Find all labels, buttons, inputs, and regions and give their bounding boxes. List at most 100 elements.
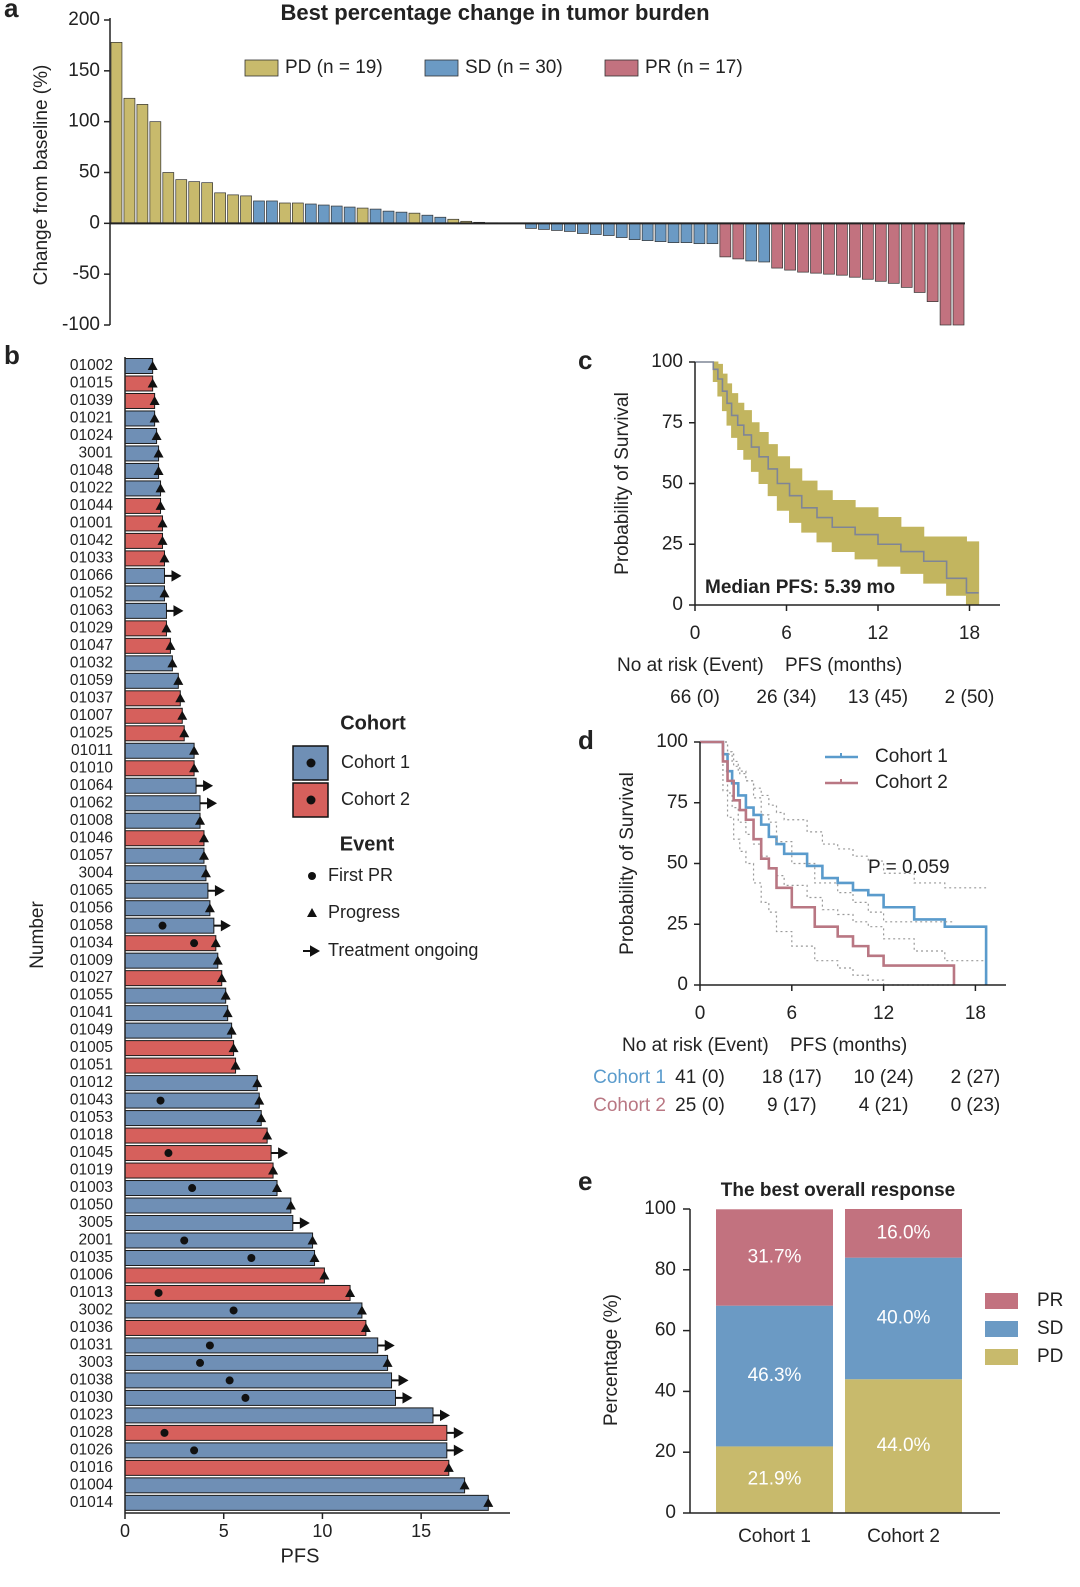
bar: [654, 222, 667, 242]
ongoing-arrow: [200, 797, 218, 809]
bar: [874, 222, 887, 282]
bar: [124, 1127, 268, 1144]
legend-label: PD (n = 19): [285, 57, 383, 78]
risk-row-label: Cohort 2: [593, 1095, 666, 1116]
bar: [123, 97, 136, 224]
legend-title: Event: [340, 833, 395, 855]
progress-marker: [222, 1008, 233, 1018]
y-tick-label: 01034: [70, 934, 113, 951]
y-tick-label: -50: [73, 263, 100, 284]
bar: [887, 222, 900, 284]
bar: [188, 181, 201, 224]
legend-label: Cohort 1: [875, 746, 948, 767]
y-tick-label: 01053: [70, 1109, 113, 1126]
y-tick-label: 01052: [70, 584, 113, 601]
bar: [706, 222, 719, 245]
bar: [124, 812, 201, 829]
x-axis-label: PFS (months): [790, 1035, 907, 1056]
y-tick-label: 25: [667, 913, 688, 934]
progress-marker: [149, 395, 160, 405]
legend-label: SD: [1037, 1318, 1063, 1339]
x-tick-label: 18: [959, 623, 980, 644]
bar: [124, 882, 209, 899]
bar: [124, 655, 173, 672]
progress-marker: [147, 378, 158, 388]
ongoing-arrow: [213, 919, 231, 932]
y-tick-label: 01037: [70, 689, 113, 706]
bar: [615, 222, 628, 238]
bar: [240, 195, 252, 224]
bar: [900, 222, 913, 288]
risk-value: 25 (0): [675, 1095, 725, 1116]
bar-segment: [845, 1379, 962, 1513]
panel-letter: c: [578, 345, 592, 375]
y-tick-label: 2001: [79, 1232, 113, 1249]
progress-marker: [151, 430, 162, 440]
y-tick-label: 3004: [79, 864, 114, 881]
y-tick-label: 01030: [70, 1389, 113, 1406]
bar: [124, 392, 156, 409]
bar: [745, 222, 758, 262]
bar: [124, 707, 183, 724]
y-tick-label: 01050: [70, 1197, 113, 1214]
bar: [149, 121, 162, 224]
progress-marker: [177, 710, 188, 720]
y-tick-label: 01059: [70, 672, 113, 689]
bar: [680, 222, 693, 243]
bar: [124, 1477, 466, 1494]
y-tick-label: 40: [655, 1380, 676, 1401]
bar: [771, 222, 783, 269]
bar: [395, 211, 408, 224]
first-pr-marker: [160, 1428, 169, 1437]
first-pr-marker: [164, 1149, 173, 1158]
bar: [124, 1354, 389, 1371]
x-tick-label: 6: [787, 1003, 798, 1024]
value-label: 31.7%: [748, 1247, 802, 1268]
y-tick-label: 01055: [70, 987, 113, 1004]
bar: [124, 515, 164, 532]
y-tick-label: 150: [68, 60, 100, 81]
bar: [732, 222, 745, 260]
bar: [124, 1249, 316, 1266]
bar: [124, 480, 162, 497]
y-tick-label: 01056: [70, 899, 113, 916]
y-tick-label: 01012: [70, 1074, 113, 1091]
annotation: Median PFS: 5.39 mo: [705, 577, 895, 598]
first-pr-marker: [241, 1393, 250, 1402]
bar: [124, 620, 167, 637]
progress-marker: [149, 413, 160, 423]
progress-marker: [319, 1270, 330, 1280]
y-tick-label: 01024: [70, 427, 113, 444]
y-tick-label: 01014: [70, 1494, 113, 1511]
legend-label: PR (n = 17): [645, 57, 743, 78]
bar: [719, 222, 732, 258]
legend-swatch: [604, 59, 639, 77]
bar: [124, 567, 165, 584]
y-tick-label: 01066: [70, 567, 113, 584]
bar: [124, 1180, 278, 1197]
progress-marker: [161, 623, 172, 633]
x-tick-label: 6: [781, 623, 792, 644]
bar: [266, 200, 278, 224]
bar: [124, 602, 167, 619]
bar: [124, 917, 215, 934]
y-tick-label: 0: [672, 594, 683, 615]
y-tick-label: 20: [655, 1441, 676, 1462]
y-tick-label: 01047: [70, 637, 113, 654]
y-tick-label: 0: [677, 974, 688, 995]
bar: [124, 1372, 393, 1389]
first-pr-marker: [156, 1096, 165, 1105]
bar: [124, 1005, 229, 1022]
y-axis-label: Number: [27, 901, 48, 969]
y-tick-label: 01015: [70, 375, 113, 392]
bar: [124, 1110, 262, 1127]
x-tick-label: 10: [312, 1521, 332, 1541]
bar-segment: [716, 1305, 833, 1447]
x-tick-label: 12: [873, 1003, 894, 1024]
bar: [836, 222, 848, 276]
progress-marker: [155, 483, 166, 493]
first-pr-marker: [180, 1236, 189, 1245]
x-axis-label: PFS (months): [785, 655, 902, 676]
y-tick-label: 01046: [70, 829, 113, 846]
y-tick-label: 100: [651, 351, 683, 372]
